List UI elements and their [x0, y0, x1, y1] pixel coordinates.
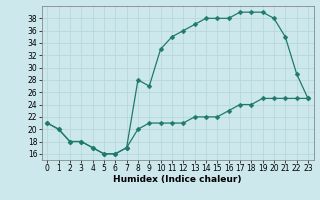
- X-axis label: Humidex (Indice chaleur): Humidex (Indice chaleur): [113, 175, 242, 184]
